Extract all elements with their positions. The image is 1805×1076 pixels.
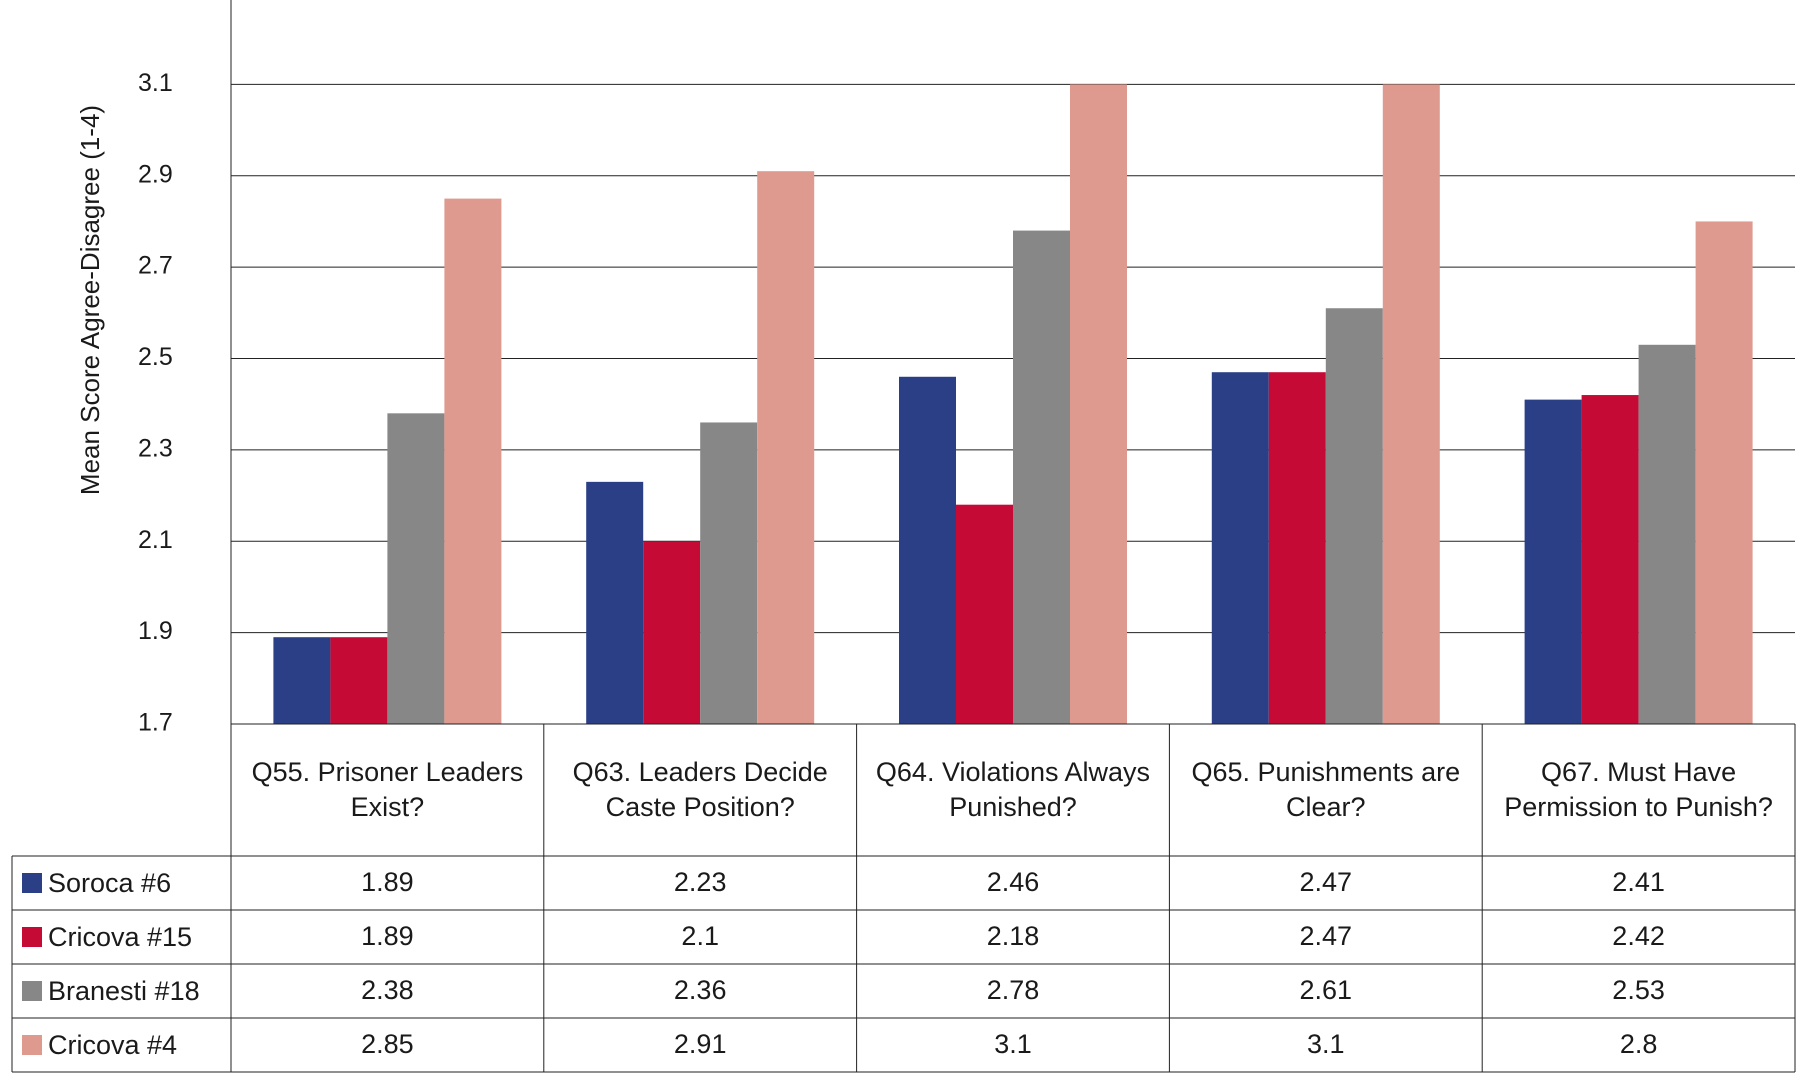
y-tick-label: 2.5 <box>138 343 173 371</box>
bar <box>1695 221 1753 724</box>
legend-entry: Cricova #15 <box>12 910 231 964</box>
legend-swatch <box>22 981 42 1001</box>
y-tick-label: 2.1 <box>138 526 173 554</box>
category-label: Q55. Prisoner Leaders Exist? <box>251 756 524 822</box>
table-value: 2.18 <box>986 921 1040 952</box>
table-value: 2.53 <box>1612 975 1665 1006</box>
y-tick-label: 2.9 <box>138 160 173 188</box>
table-value: 2.36 <box>673 975 727 1006</box>
bar <box>1524 399 1582 724</box>
bar <box>1325 308 1383 724</box>
y-tick-label: 2.3 <box>138 434 173 462</box>
table-value: 3.1 <box>994 1029 1032 1060</box>
table-value: 2.47 <box>1299 867 1353 898</box>
legend-swatch <box>22 1035 42 1055</box>
bar <box>700 422 758 724</box>
legend-swatch <box>22 873 42 893</box>
y-tick-label: 2.7 <box>138 252 173 280</box>
legend-swatch <box>22 927 42 947</box>
bar <box>956 504 1013 724</box>
y-tick-label: 3.3 <box>138 0 173 6</box>
table-value: 2.42 <box>1612 921 1665 952</box>
table-value: 2.47 <box>1299 921 1353 952</box>
bar <box>899 376 956 724</box>
table-value: 3.1 <box>1307 1029 1345 1060</box>
legend-entry: Cricova #4 <box>12 1018 231 1072</box>
bar <box>330 637 388 724</box>
category-label: Q63. Leaders Decide Caste Position? <box>572 756 828 822</box>
bar <box>1013 230 1070 724</box>
legend-label: Cricova #15 <box>48 921 193 952</box>
table-value: 1.89 <box>361 921 414 952</box>
y-tick-label: 1.7 <box>138 709 173 737</box>
bar <box>643 541 701 724</box>
category-label: Q65. Punishments are Clear? <box>1191 756 1461 822</box>
table-value: 2.46 <box>986 867 1040 898</box>
category-label: Q67. Must Have Permission to Punish? <box>1504 756 1773 822</box>
bar <box>1382 84 1440 724</box>
legend-label: Cricova #4 <box>48 1029 178 1060</box>
legend-label: Branesti #18 <box>48 975 200 1006</box>
bar <box>757 171 815 724</box>
table-value: 2.8 <box>1619 1029 1658 1060</box>
table-value: 2.85 <box>361 1029 414 1060</box>
table-value: 2.38 <box>361 975 414 1006</box>
table-value: 2.91 <box>673 1029 727 1060</box>
bar <box>1638 344 1696 724</box>
category-label: Q64. Violations Always Punished? <box>875 756 1151 822</box>
bar <box>273 637 331 724</box>
legend-label: Soroca #6 <box>48 867 172 898</box>
bar <box>387 413 445 724</box>
table-value: 2.41 <box>1612 867 1665 898</box>
bar <box>444 198 502 724</box>
legend-entry: Branesti #18 <box>12 964 231 1018</box>
table-value: 2.61 <box>1299 975 1353 1006</box>
bar <box>1211 372 1269 724</box>
bar <box>1581 395 1639 724</box>
table-value: 1.89 <box>361 867 414 898</box>
legend-entry: Soroca #6 <box>12 856 231 910</box>
bar <box>1070 84 1127 724</box>
table-value: 2.78 <box>986 975 1040 1006</box>
y-tick-label: 3.1 <box>138 69 173 97</box>
bar <box>1268 372 1326 724</box>
y-axis-label: Mean Score Agree-Disagree (1-4) <box>75 105 105 495</box>
table-value: 2.23 <box>673 867 727 898</box>
y-tick-label: 1.9 <box>138 617 173 645</box>
bar <box>586 481 644 724</box>
table-value: 2.1 <box>681 921 719 952</box>
